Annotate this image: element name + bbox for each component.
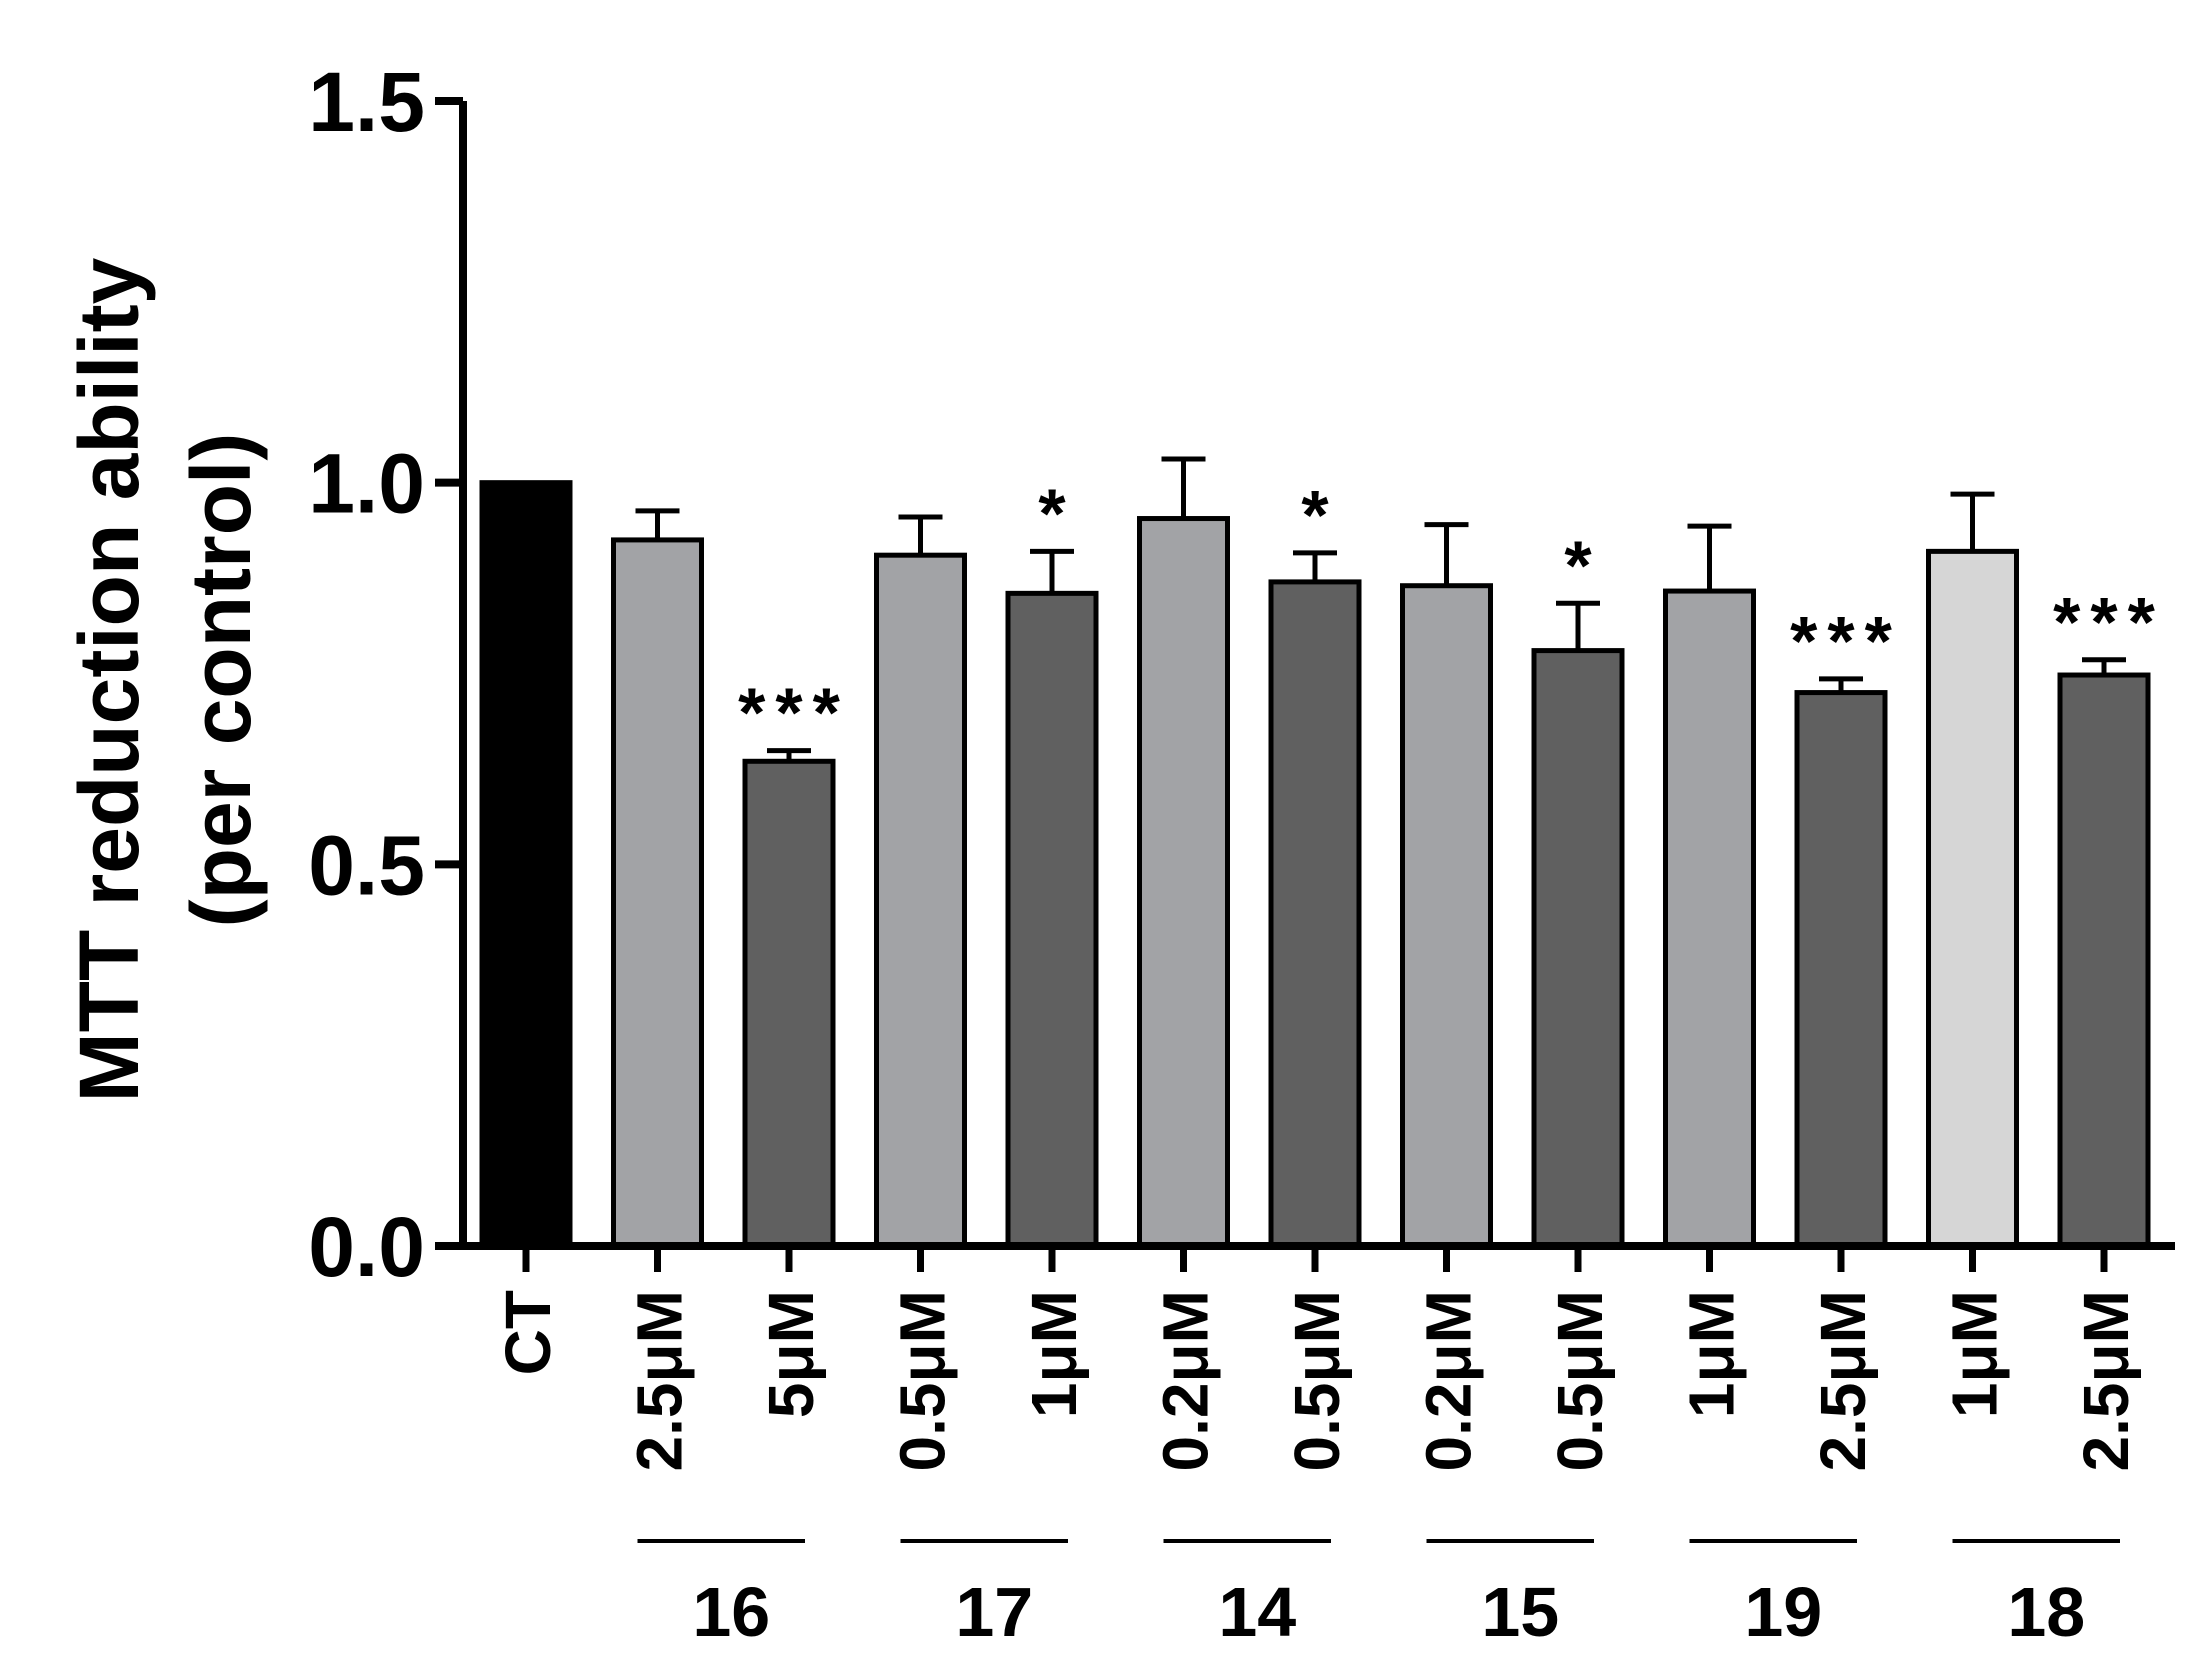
bar bbox=[1268, 579, 1362, 1249]
significance-markers: **** ***** *** bbox=[738, 474, 2165, 752]
group-label: 17 bbox=[955, 1573, 1033, 1651]
y-axis-ticks: 0.0 0.5 1.0 1.5 bbox=[308, 55, 463, 1294]
x-tick-label: 0.2μM bbox=[1150, 1290, 1222, 1471]
y-tick-label: 0.5 bbox=[308, 818, 425, 912]
x-tick-label: 0.2μM bbox=[1413, 1290, 1485, 1471]
x-tick-label: 2.5μM bbox=[624, 1290, 696, 1471]
significance-marker: * bbox=[1038, 474, 1075, 552]
y-tick-label: 1.0 bbox=[308, 437, 425, 531]
group-label: 14 bbox=[1218, 1573, 1296, 1651]
bar bbox=[1794, 690, 1888, 1249]
group-label: 15 bbox=[1481, 1573, 1559, 1651]
bar bbox=[1005, 590, 1099, 1249]
group-label: 19 bbox=[1744, 1573, 1822, 1651]
y-axis-label-line-2: (per control) bbox=[174, 433, 268, 928]
x-tick-label: 2.5μM bbox=[1807, 1290, 1879, 1471]
y-axis-label-line-1: MTT reduction ability bbox=[62, 257, 156, 1102]
y-tick-label: 1.5 bbox=[308, 55, 425, 149]
group-label: 16 bbox=[692, 1573, 770, 1651]
x-tick-label: 2.5μM bbox=[2070, 1290, 2142, 1471]
error-bars bbox=[635, 456, 2126, 762]
significance-marker: *** bbox=[1790, 602, 1902, 680]
x-tick-label: 1μM bbox=[1018, 1290, 1090, 1418]
bar bbox=[1926, 548, 2019, 1249]
group-labels: 16 17 14 15 19 18 bbox=[637, 1539, 2120, 1651]
x-tick-label: 5μM bbox=[755, 1290, 827, 1418]
x-tick-label: CT bbox=[492, 1290, 564, 1375]
significance-marker: * bbox=[1301, 476, 1338, 554]
x-tick-label: 1μM bbox=[1939, 1290, 2011, 1418]
significance-marker: * bbox=[1564, 526, 1601, 604]
bar bbox=[742, 758, 836, 1249]
bar bbox=[1531, 648, 1625, 1249]
x-tick-label: 0.5μM bbox=[887, 1290, 959, 1471]
y-axis-label: MTT reduction ability (per control) bbox=[62, 257, 268, 1102]
bar bbox=[611, 537, 704, 1249]
significance-marker: *** bbox=[2053, 583, 2165, 661]
bars bbox=[479, 480, 2151, 1249]
significance-marker: *** bbox=[738, 674, 850, 752]
group-label: 18 bbox=[2007, 1573, 2085, 1651]
bar bbox=[1400, 583, 1493, 1249]
bar bbox=[479, 480, 573, 1249]
x-tick-label: 0.5μM bbox=[1281, 1290, 1353, 1471]
bar bbox=[1137, 516, 1230, 1249]
x-tick-label: 0.5μM bbox=[1544, 1290, 1616, 1471]
bar bbox=[2057, 672, 2151, 1249]
bar bbox=[1663, 588, 1756, 1249]
x-axis-ticks: CT 2.5μM 5μM 0.5μM 1μM 0.2μM 0.5μM 0.2μM 0.5μM 1μ… bbox=[492, 1246, 2142, 1471]
bar bbox=[874, 552, 967, 1249]
x-tick-label: 1μM bbox=[1676, 1290, 1748, 1418]
y-tick-label: 0.0 bbox=[308, 1200, 425, 1294]
